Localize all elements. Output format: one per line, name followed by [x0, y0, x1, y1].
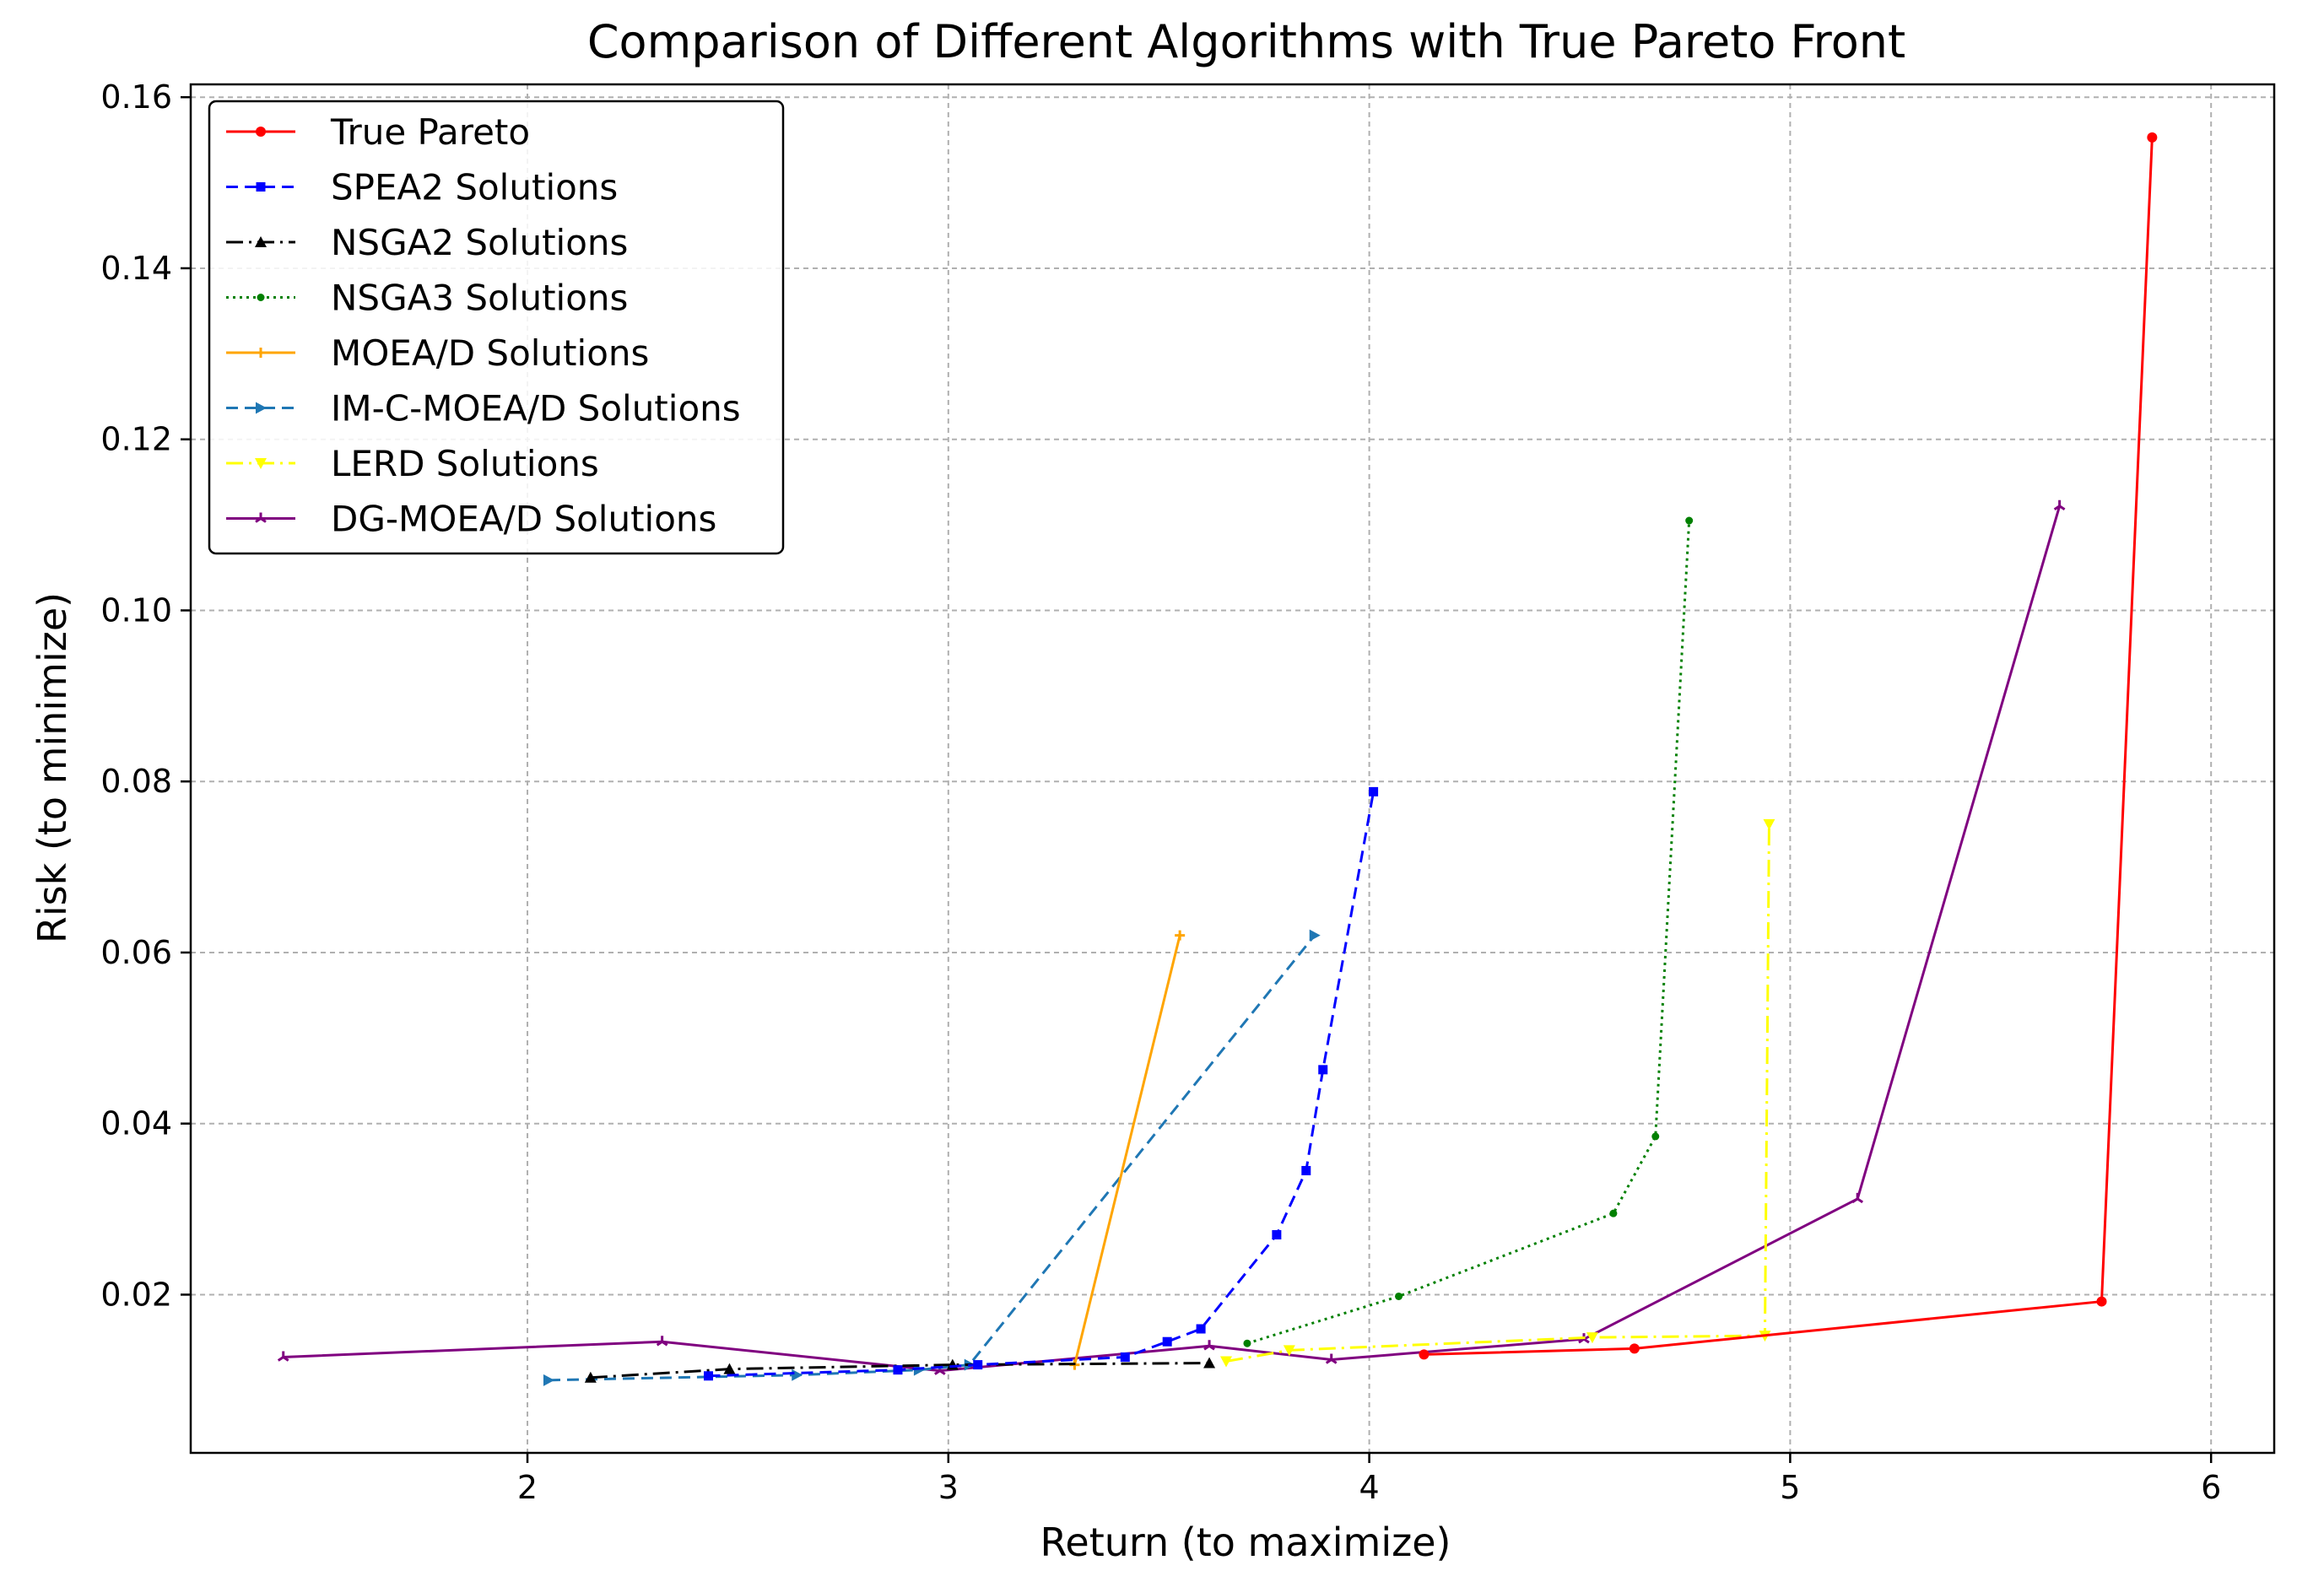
data-point	[1395, 1292, 1403, 1300]
x-tick-label: 2	[517, 1469, 538, 1506]
data-point	[1301, 1165, 1311, 1175]
data-point	[1196, 1324, 1206, 1334]
x-tick-label: 3	[938, 1469, 959, 1506]
data-point	[704, 1371, 714, 1381]
legend-label: IM-C-MOEA/D Solutions	[331, 388, 741, 429]
data-point	[277, 1351, 289, 1362]
data-point	[1318, 1065, 1328, 1075]
data-point	[1175, 930, 1186, 941]
series-line	[590, 1362, 1210, 1379]
series-0	[1419, 132, 2158, 1360]
data-point	[723, 1363, 736, 1374]
data-point	[255, 512, 267, 523]
data-point	[1609, 1209, 1618, 1217]
legend-item: NSGA2 Solutions	[226, 222, 628, 263]
legend-item: MOEA/D Solutions	[226, 332, 649, 374]
data-point	[1629, 1343, 1640, 1354]
data-point	[2096, 1296, 2107, 1307]
data-point	[1243, 1339, 1251, 1347]
data-point	[792, 1369, 803, 1381]
series-line	[548, 934, 1316, 1382]
x-tick-label: 5	[1780, 1469, 1800, 1506]
legend-label: DG-MOEA/D Solutions	[331, 499, 716, 540]
data-point	[1369, 786, 1379, 796]
legend-item: SPEA2 Solutions	[226, 167, 618, 208]
y-axis-label: Risk (to minimize)	[30, 592, 75, 943]
y-tick-label: 0.10	[100, 591, 172, 629]
data-point	[913, 1363, 925, 1376]
y-tick-label: 0.12	[100, 421, 172, 458]
data-point	[1162, 1336, 1172, 1347]
series-1	[704, 786, 1379, 1381]
data-point	[2053, 499, 2066, 511]
legend-label: MOEA/D Solutions	[331, 332, 649, 374]
data-point	[893, 1365, 903, 1375]
data-point	[255, 236, 267, 247]
chart-title: Comparison of Different Algorithms with …	[587, 15, 1905, 68]
series-5	[543, 929, 1321, 1386]
series-3	[1243, 516, 1694, 1347]
legend: True Pareto SPEA2 Solutions NSGA2 Solution…	[208, 100, 785, 555]
data-point	[256, 127, 266, 137]
data-point	[1851, 1192, 1864, 1204]
data-point	[1272, 1229, 1282, 1239]
data-point	[1309, 929, 1321, 942]
x-axis-label: Return (to maximize)	[1040, 1520, 1451, 1565]
data-point	[1120, 1352, 1130, 1362]
data-point	[1419, 1349, 1430, 1360]
data-point	[1283, 1345, 1295, 1357]
data-point	[1685, 516, 1694, 525]
data-point	[2147, 132, 2158, 143]
legend-item: LERD Solutions	[226, 443, 599, 484]
legend-label: True Pareto	[330, 111, 530, 153]
legend-item: IM-C-MOEA/D Solutions	[226, 388, 741, 429]
series-7	[277, 499, 2066, 1375]
series-line	[283, 505, 2062, 1373]
y-tick-label: 0.04	[100, 1105, 172, 1142]
data-point	[584, 1371, 597, 1383]
series-2	[584, 1357, 1216, 1383]
series-line	[1225, 823, 1770, 1363]
data-point	[1325, 1353, 1338, 1364]
data-point	[256, 348, 266, 358]
data-point	[1763, 818, 1775, 830]
series-4	[1069, 930, 1186, 1370]
y-tick-label: 0.16	[100, 78, 172, 116]
ticks: 2 3 4 5 6 0.02 0.04 0.06 0.08 0.10 0.12 0.14 0.16	[100, 78, 2221, 1506]
legend-label: NSGA2 Solutions	[331, 222, 628, 263]
series-layer	[277, 132, 2158, 1386]
x-tick-label: 4	[1359, 1469, 1380, 1506]
data-point	[256, 182, 266, 192]
plot-frame	[189, 83, 2276, 1455]
y-tick-label: 0.06	[100, 934, 172, 971]
x-tick-label: 6	[2201, 1469, 2221, 1506]
data-point	[1220, 1356, 1233, 1368]
data-point	[1203, 1357, 1216, 1369]
y-tick-label: 0.14	[100, 250, 172, 287]
legend-item: True Pareto	[226, 111, 530, 153]
data-point	[656, 1336, 668, 1347]
legend-box	[208, 100, 785, 555]
data-point	[543, 1374, 554, 1386]
series-line	[1073, 935, 1181, 1365]
legend-label: NSGA3 Solutions	[331, 278, 628, 319]
data-point	[257, 294, 265, 301]
data-point	[1651, 1132, 1660, 1141]
series-line	[1246, 520, 1691, 1345]
series-line	[1424, 137, 2154, 1356]
data-point	[256, 402, 267, 414]
series-line	[708, 791, 1375, 1378]
y-tick-label: 0.02	[100, 1276, 172, 1313]
data-point	[1586, 1332, 1598, 1344]
legend-label: SPEA2 Solutions	[331, 167, 618, 208]
data-point	[973, 1360, 983, 1370]
data-point	[255, 458, 267, 469]
data-point	[1203, 1340, 1215, 1351]
legend-label: LERD Solutions	[331, 443, 599, 484]
y-tick-label: 0.08	[100, 763, 172, 800]
legend-item: DG-MOEA/D Solutions	[226, 499, 716, 540]
legend-item: NSGA3 Solutions	[226, 278, 628, 319]
